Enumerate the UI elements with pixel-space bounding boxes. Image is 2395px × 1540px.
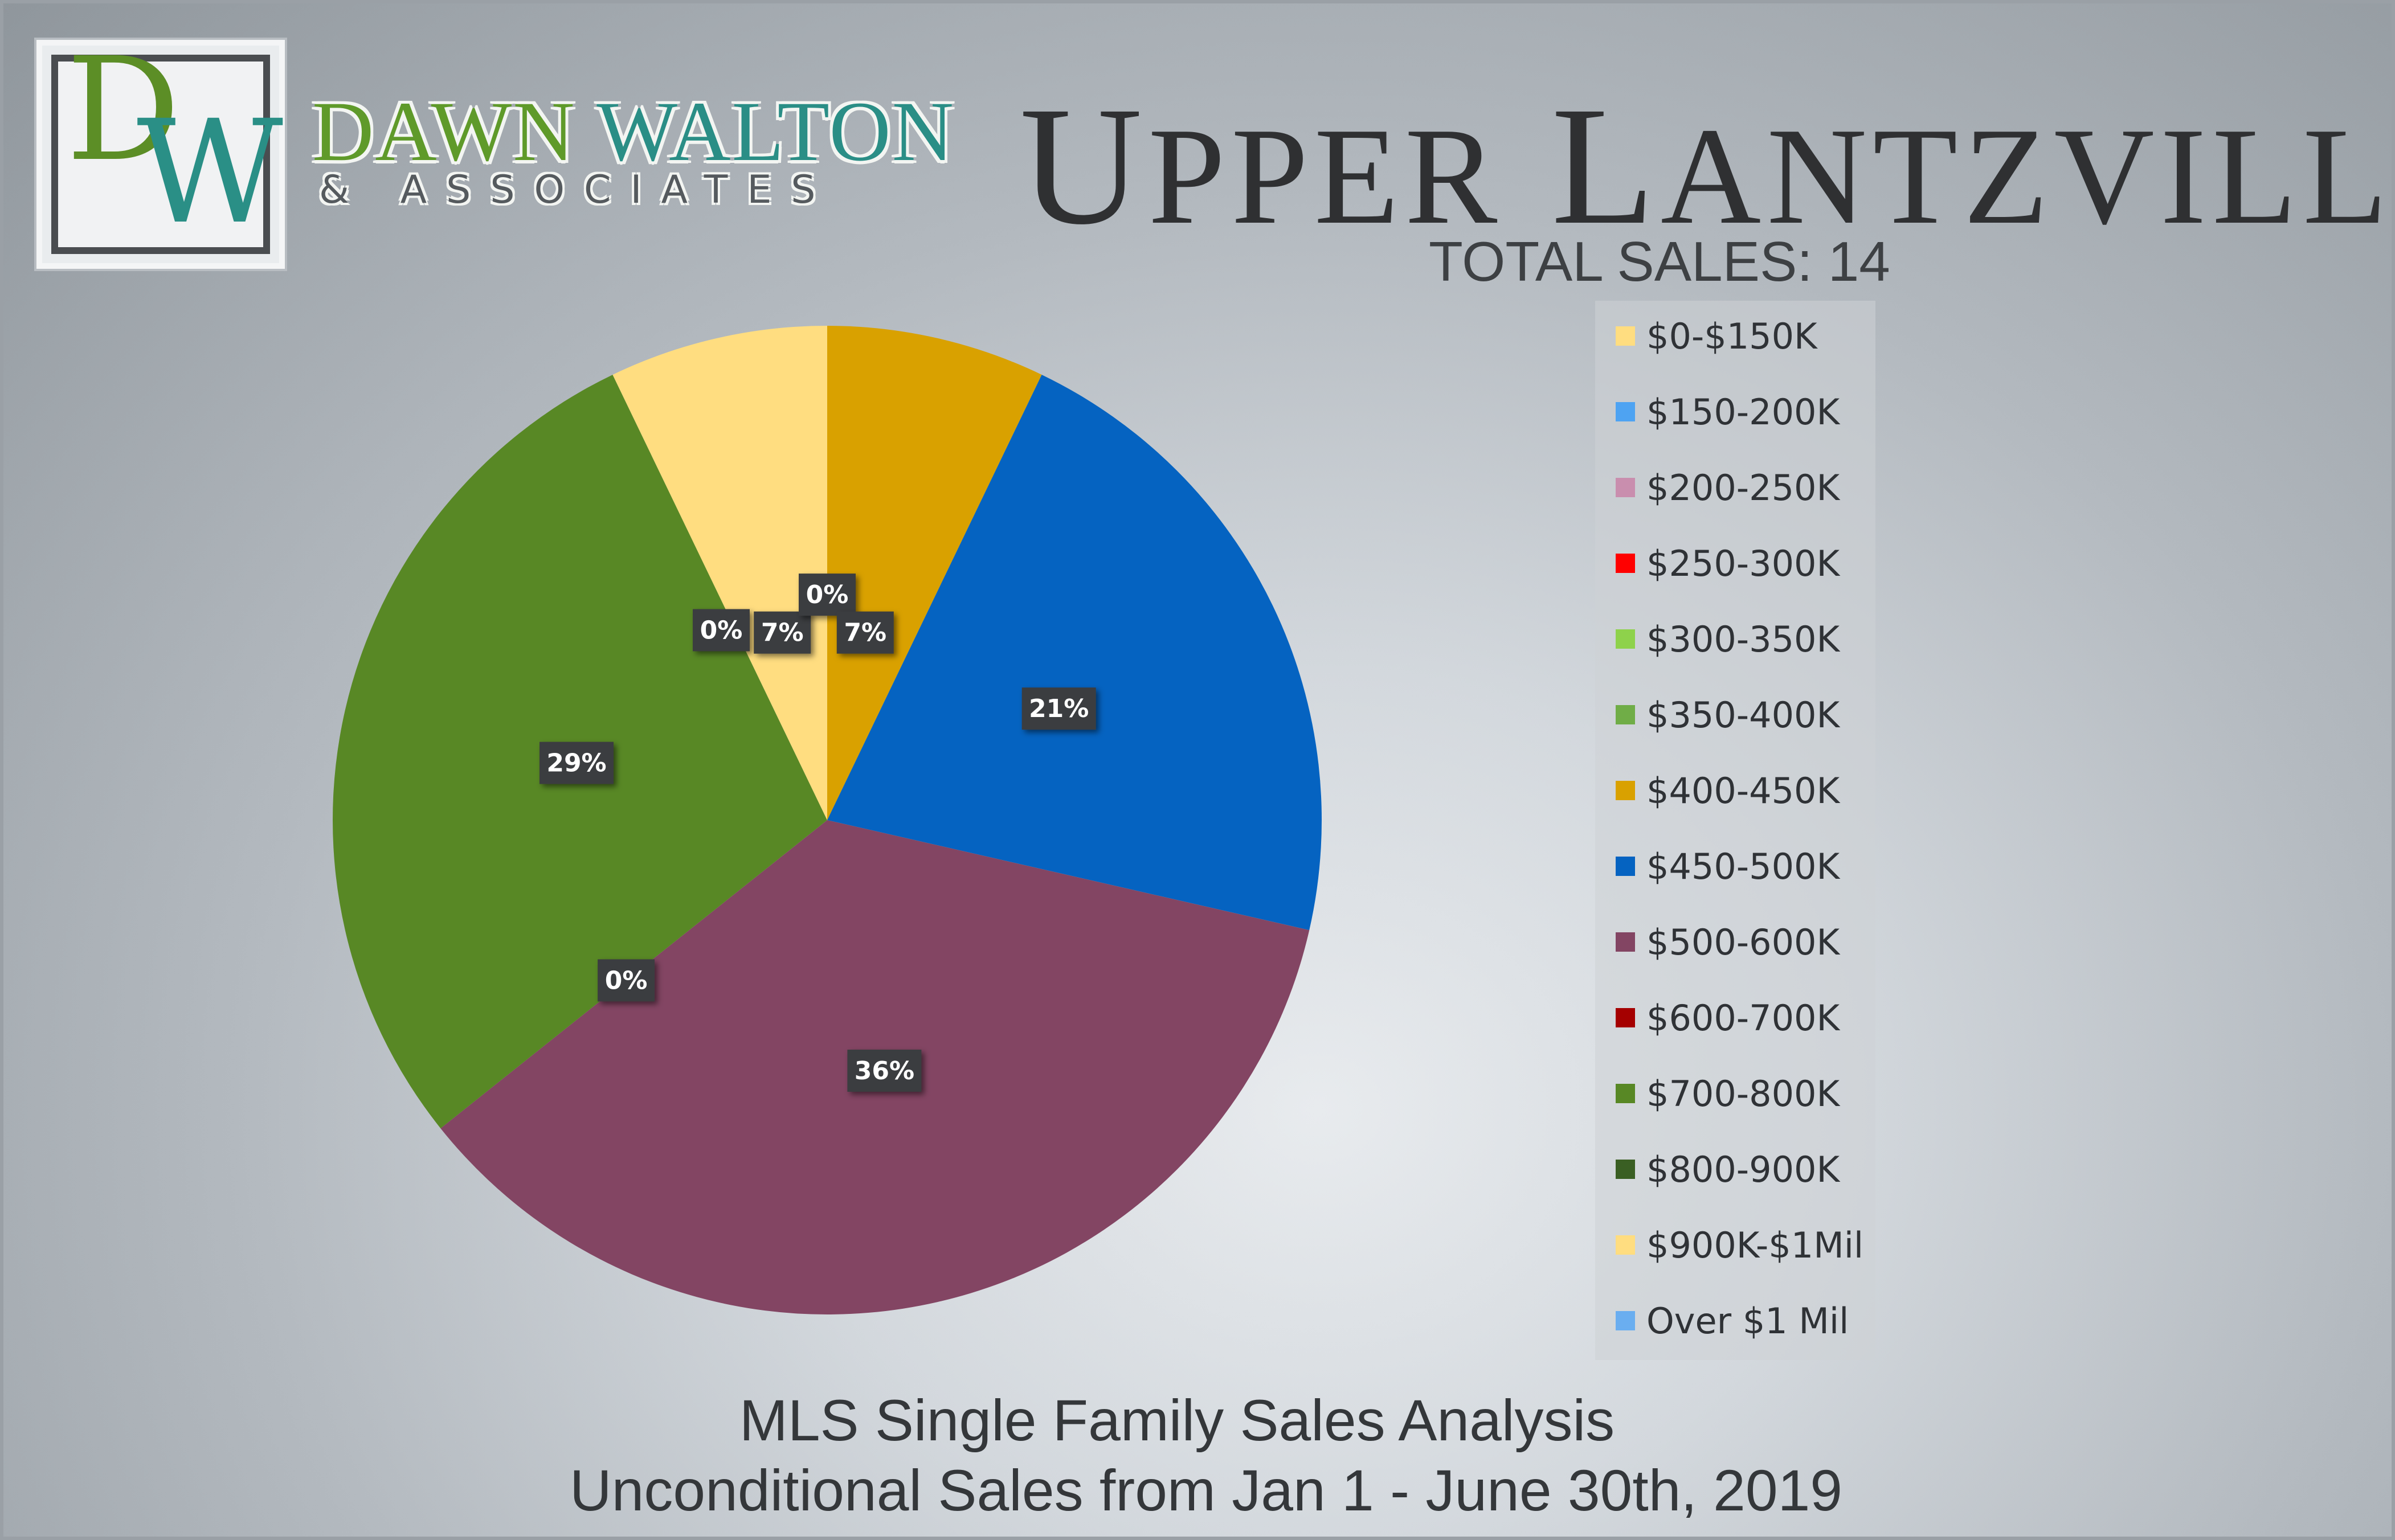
legend-swatch — [1616, 402, 1635, 421]
legend-label: $600-700K — [1646, 997, 1840, 1039]
legend-swatch — [1616, 1311, 1635, 1330]
title-initial-1: U — [1020, 72, 1149, 260]
brand-name-last: WALTON — [596, 84, 955, 179]
data-label-text: 36% — [855, 1056, 914, 1086]
legend-label: $0-$150K — [1646, 315, 1817, 357]
data-label-text: 7% — [844, 619, 886, 648]
legend-item-over-1-mil: Over $1 Mil — [1616, 1298, 1849, 1344]
title-initial-2: L — [1551, 72, 1661, 260]
data-label-box — [693, 609, 750, 652]
data-label-box — [540, 742, 614, 784]
legend-swatch — [1616, 781, 1635, 800]
brand-name-first: DAWN — [312, 84, 576, 179]
pie-slice-400-450k — [827, 326, 1042, 820]
legend-label: $350-400K — [1646, 694, 1840, 736]
legend-swatch — [1616, 629, 1635, 649]
page-title: UPPER LANTZVILLE — [1020, 81, 2395, 251]
legend-label: $800-900K — [1646, 1148, 1840, 1190]
data-label-450-500k: 21% — [1021, 687, 1096, 730]
legend-item-600-700k: $600-700K — [1616, 995, 1840, 1041]
logo-frame: D W — [51, 39, 283, 254]
legend-item-800-900k: $800-900K — [1616, 1146, 1840, 1192]
brand-name: DAWN WALTON — [312, 89, 955, 174]
legend: $0-$150K $150-200K $200-250K $250-300K $300-… — [1595, 301, 1875, 1360]
legend-item-300-350k: $300-350K — [1616, 616, 1840, 662]
data-label-box — [836, 611, 894, 654]
logo-letter-d: D — [66, 27, 181, 192]
legend-item-350-400k: $350-400K — [1616, 692, 1840, 738]
data-label-box — [847, 1050, 922, 1092]
legend-swatch — [1616, 705, 1635, 724]
pie-data-labels: 0% 7%0%7%21%36%29%0% — [540, 574, 1096, 1092]
data-label-900k-1mil: 7% — [754, 611, 811, 654]
legend-label: $700-800K — [1646, 1072, 1840, 1115]
legend-label: Over $1 Mil — [1646, 1300, 1849, 1342]
pie-slices — [333, 326, 1322, 1315]
legend-item-200-250k: $200-250K — [1616, 465, 1840, 510]
data-label-text: 29% — [546, 749, 606, 778]
legend-label: $400-450K — [1646, 769, 1840, 812]
data-label-text: 0% — [700, 616, 743, 645]
legend-label: $150-200K — [1646, 391, 1840, 433]
data-label-text: 0% — [605, 966, 648, 995]
legend-swatch — [1616, 932, 1635, 952]
pie-slice-900k-1mil — [612, 326, 827, 820]
logo: D W — [36, 39, 285, 269]
legend-item-0-150k: $0-$150K — [1616, 313, 1817, 359]
footer-date-range: Unconditional Sales from Jan 1 - June 30… — [570, 1458, 1843, 1523]
legend-swatch — [1616, 1235, 1635, 1255]
data-label-zero-lower-left: 0% — [598, 959, 655, 1002]
data-label-700-800k: 29% — [540, 742, 614, 784]
legend-item-450-500k: $450-500K — [1616, 843, 1840, 889]
legend-item-400-450k: $400-450K — [1616, 768, 1840, 813]
legend-item-900k-1mil: $900K-$1Mil — [1616, 1222, 1863, 1268]
data-label-text: 21% — [1029, 694, 1089, 723]
legend-label: $900K-$1Mil — [1646, 1224, 1864, 1266]
legend-swatch — [1616, 326, 1635, 346]
data-label-box — [754, 611, 811, 654]
legend-label: $250-300K — [1646, 542, 1840, 584]
legend-item-150-200k: $150-200K — [1616, 389, 1840, 435]
legend-swatch — [1616, 478, 1635, 497]
data-label-zero-top: 0% — [799, 574, 856, 616]
legend-label: $300-350K — [1646, 618, 1840, 660]
legend-item-700-800k: $700-800K — [1616, 1071, 1840, 1116]
legend-label: $200-250K — [1646, 466, 1840, 509]
data-label-400-450k: 7% — [836, 611, 894, 654]
legend-swatch — [1616, 554, 1635, 573]
legend-swatch — [1616, 1084, 1635, 1103]
footer-subtitle: MLS Single Family Sales Analysis — [739, 1388, 1615, 1453]
title-rest-2: ANTZVILLE — [1660, 99, 2395, 253]
data-label-zero-upper-left: 0% — [693, 609, 750, 652]
data-label-box — [1021, 687, 1096, 730]
legend-item-500-600k: $500-600K — [1616, 919, 1840, 965]
data-label-text: 7% — [761, 619, 804, 648]
pie-slice-450-500k — [827, 374, 1322, 931]
data-label-box — [598, 959, 655, 1002]
legend-swatch — [1616, 1160, 1635, 1179]
data-label-box — [799, 574, 856, 616]
data-label-text: 0% — [806, 580, 849, 609]
data-label-500-600k: 36% — [847, 1050, 922, 1092]
logo-letter-w: W — [137, 89, 283, 255]
brand-subtitle: & ASSOCIATES — [319, 167, 835, 212]
title-rest-1: PPER — [1148, 99, 1503, 253]
legend-item-250-300k: $250-300K — [1616, 540, 1840, 586]
legend-label: $500-600K — [1646, 921, 1840, 963]
legend-label: $450-500K — [1646, 845, 1840, 887]
legend-swatch — [1616, 1008, 1635, 1027]
legend-swatch — [1616, 857, 1635, 876]
total-sales: TOTAL SALES: 14 — [1429, 230, 1890, 293]
